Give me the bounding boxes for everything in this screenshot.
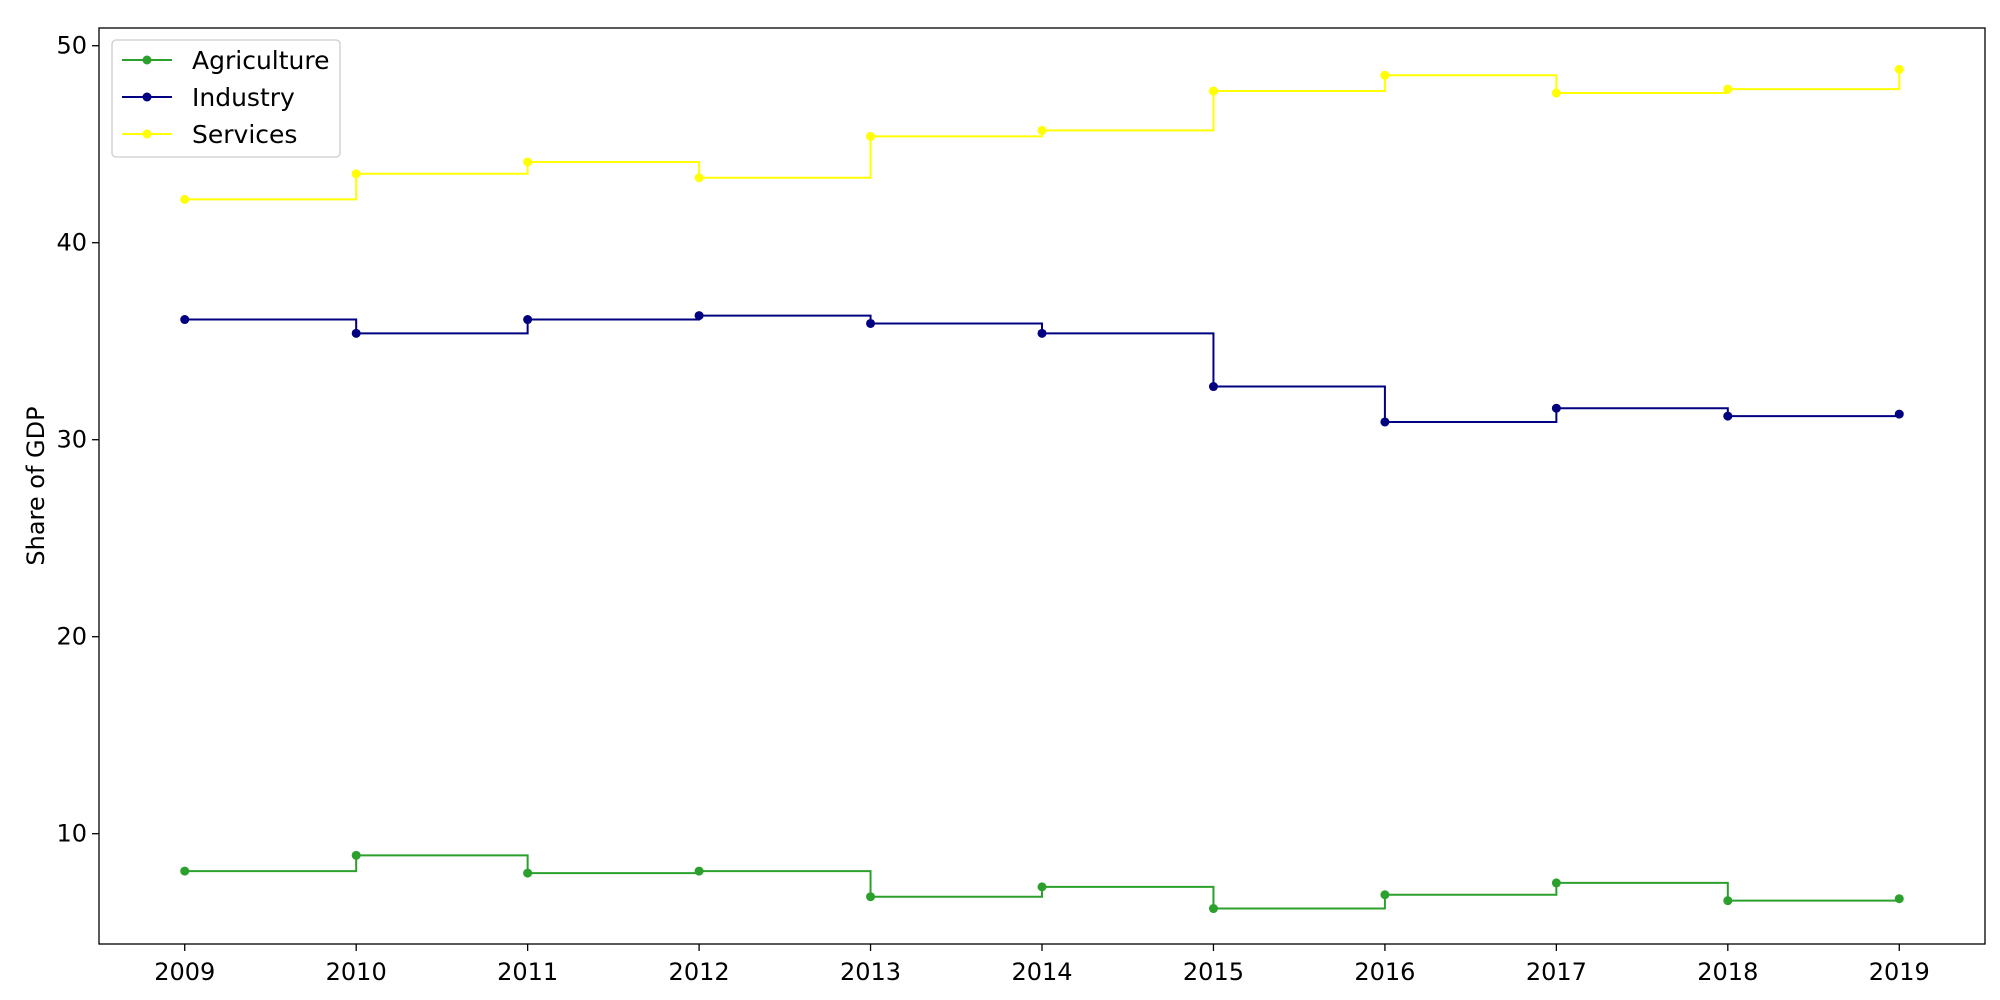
data-point-agriculture	[351, 850, 361, 860]
data-point-agriculture	[866, 892, 876, 902]
y-tick-label: 50	[56, 32, 87, 60]
y-tick-label: 20	[56, 623, 87, 651]
data-point-agriculture	[1380, 890, 1390, 900]
x-tick-label: 2010	[326, 958, 387, 986]
plot-frame	[98, 27, 1986, 945]
legend-marker-agriculture	[142, 55, 152, 65]
data-point-agriculture	[1894, 894, 1904, 904]
data-point-services	[866, 131, 876, 141]
legend-label-agriculture: Agriculture	[192, 46, 330, 75]
data-point-services	[523, 157, 533, 167]
series-layer	[180, 64, 1904, 914]
legend-label-industry: Industry	[192, 83, 295, 112]
x-tick-label: 2011	[497, 958, 558, 986]
y-axis-title: Share of GDP	[22, 406, 50, 565]
data-point-industry	[523, 315, 533, 325]
data-point-services	[1723, 84, 1733, 94]
data-point-agriculture	[694, 866, 704, 876]
series-services	[180, 64, 1904, 204]
data-point-agriculture	[523, 868, 533, 878]
data-point-industry	[351, 328, 361, 338]
data-point-services	[1037, 125, 1047, 135]
data-point-services	[180, 194, 190, 204]
x-axis: 2009 2010 2011 2012 2013 2014 2015 2016 2017 2018…	[154, 944, 1930, 986]
x-tick-label: 2018	[1697, 958, 1758, 986]
data-point-services	[1551, 88, 1561, 98]
legend-marker-industry	[142, 92, 152, 102]
data-point-industry	[180, 315, 190, 325]
data-point-services	[351, 169, 361, 179]
series-line-agriculture	[184, 854, 1901, 910]
x-tick-label: 2014	[1011, 958, 1072, 986]
x-tick-label: 2012	[669, 958, 730, 986]
x-tick-label: 2013	[840, 958, 901, 986]
legend-box	[111, 39, 341, 158]
x-tick-label: 2017	[1526, 958, 1587, 986]
data-point-industry	[1894, 409, 1904, 419]
y-tick-label: 30	[56, 426, 87, 454]
series-industry	[180, 311, 1904, 427]
data-point-services	[694, 173, 704, 183]
data-point-industry	[1723, 411, 1733, 421]
data-point-industry	[694, 311, 704, 321]
y-tick-label: 40	[56, 229, 87, 257]
data-point-agriculture	[1723, 896, 1733, 906]
data-point-services	[1208, 86, 1218, 96]
data-point-agriculture	[180, 866, 190, 876]
data-point-industry	[1208, 382, 1218, 392]
data-point-services	[1894, 64, 1904, 74]
data-point-industry	[1551, 403, 1561, 413]
data-point-agriculture	[1551, 878, 1561, 888]
x-tick-label: 2009	[154, 958, 215, 986]
x-tick-label: 2019	[1869, 958, 1930, 986]
data-point-industry	[1037, 328, 1047, 338]
data-point-agriculture	[1037, 882, 1047, 892]
series-agriculture	[180, 850, 1904, 914]
legend-marker-services	[142, 129, 152, 139]
x-tick-label: 2015	[1183, 958, 1244, 986]
data-point-industry	[866, 318, 876, 328]
y-axis: 10 20 30 40 50	[56, 32, 99, 848]
data-point-services	[1380, 70, 1390, 80]
legend-label-services: Services	[192, 120, 297, 149]
legend: Agriculture Industry Services	[111, 39, 341, 158]
data-point-agriculture	[1208, 904, 1218, 914]
y-tick-label: 10	[56, 820, 87, 848]
data-point-industry	[1380, 417, 1390, 427]
x-tick-label: 2016	[1354, 958, 1415, 986]
